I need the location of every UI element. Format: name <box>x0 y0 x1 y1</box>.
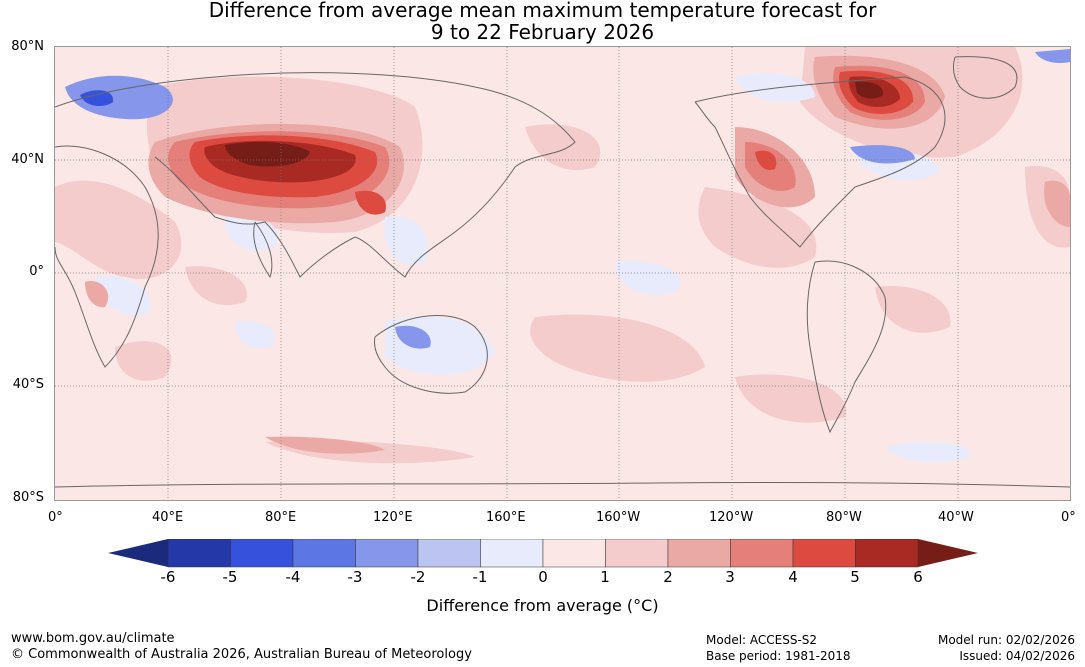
colorbar-cell <box>605 539 669 568</box>
coastlines <box>55 56 1070 488</box>
footer-issued: Issued: 04/02/2026 <box>959 649 1075 663</box>
colorbar-cell <box>417 539 481 568</box>
colorbar-over-triangle <box>918 539 978 567</box>
colorbar-tick: -3 <box>347 568 363 586</box>
anomaly-layer-over-6 <box>225 81 884 167</box>
footer-copyright: © Commonwealth of Australia 2026, Austra… <box>11 647 472 662</box>
lon-label-80w: 80°W <box>826 510 862 525</box>
colorbar-cell <box>167 539 231 568</box>
anomaly-layer-minus-1 <box>95 73 971 463</box>
colorbar-tick: 3 <box>725 568 735 586</box>
lon-label-120e: 120°E <box>373 510 413 525</box>
lat-label-40s: 40°S <box>12 377 44 392</box>
lon-label-40e: 40°E <box>152 510 184 525</box>
colorbar <box>108 539 978 568</box>
colorbar-cell <box>542 539 606 568</box>
colorbar-under-triangle <box>108 539 168 567</box>
colorbar-cell <box>855 539 919 568</box>
colorbar-cell <box>355 539 419 568</box>
colorbar-cell <box>667 539 731 568</box>
lat-label-80s: 80°S <box>12 490 44 505</box>
colorbar-label: Difference from average (°C) <box>426 596 659 615</box>
colorbar-tick: 5 <box>850 568 860 586</box>
colorbar-cell <box>230 539 294 568</box>
map-title-line-2: 9 to 22 February 2026 <box>430 20 655 44</box>
footer-url: www.bom.gov.au/climate <box>11 631 175 646</box>
lon-label-160e: 160°E <box>486 510 526 525</box>
anomaly-layer-minus-4 <box>80 90 114 107</box>
colorbar-tick: -4 <box>285 568 301 586</box>
colorbar-tick: -1 <box>472 568 488 586</box>
footer-base-period: Base period: 1981-2018 <box>706 649 851 663</box>
lon-label-0-right: 0° <box>1061 510 1076 525</box>
lon-label-40w: 40°W <box>938 510 974 525</box>
lon-label-0: 0° <box>48 510 63 525</box>
lon-label-160w: 160°W <box>596 510 641 525</box>
lon-label-120w: 120°W <box>709 510 754 525</box>
footer-model-run: Model run: 02/02/2026 <box>937 633 1075 647</box>
lat-label-equator: 0° <box>29 264 44 279</box>
colorbar-cell <box>792 539 856 568</box>
map-title-line-1: Difference from average mean maximum tem… <box>208 0 877 22</box>
colorbar-cell <box>292 539 356 568</box>
footer-model: Model: ACCESS-S2 <box>706 633 818 647</box>
lat-label-40n: 40°N <box>11 152 44 167</box>
colorbar-tick: 6 <box>913 568 923 586</box>
colorbar-tick: 1 <box>600 568 610 586</box>
colorbar-cell <box>480 539 544 568</box>
lat-label-80n: 80°N <box>11 39 44 54</box>
colorbar-tick: -5 <box>222 568 238 586</box>
colorbar-tick: -2 <box>410 568 426 586</box>
lon-label-80e: 80°E <box>265 510 297 525</box>
colorbar-tick: -6 <box>160 568 176 586</box>
colorbar-tick: 4 <box>788 568 798 586</box>
anomaly-layer-minus-2-minus-3 <box>65 49 1070 349</box>
anomaly-map-canvas <box>55 47 1070 500</box>
colorbar-tick: 0 <box>538 568 548 586</box>
colorbar-tick: 2 <box>663 568 673 586</box>
anomaly-map <box>54 46 1071 501</box>
map-gridlines <box>55 47 1070 500</box>
colorbar-cell <box>730 539 794 568</box>
